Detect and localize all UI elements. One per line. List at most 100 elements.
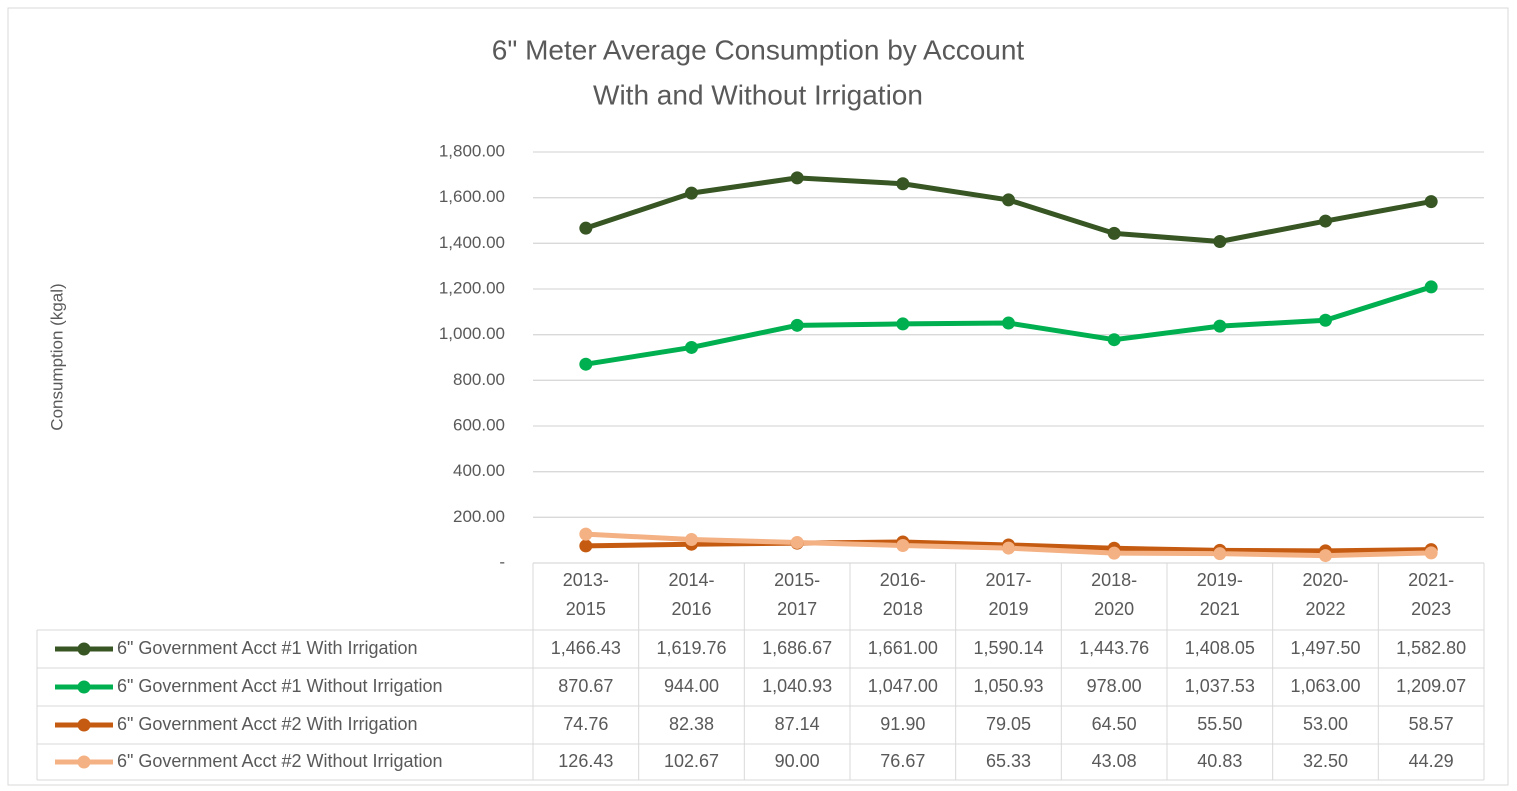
series-marker bbox=[1002, 541, 1015, 555]
x-tick-part: 2020- bbox=[1302, 570, 1348, 590]
legend-marker bbox=[77, 718, 91, 732]
table-cell: 1,050.93 bbox=[973, 676, 1043, 696]
y-tick-label: 200.00 bbox=[453, 507, 505, 526]
series-marker bbox=[1424, 280, 1438, 294]
table-cell: 1,582.80 bbox=[1396, 638, 1466, 658]
x-tick-part: 2019 bbox=[988, 599, 1028, 619]
table-cell: 58.57 bbox=[1409, 714, 1454, 734]
table-cell: 978.00 bbox=[1087, 676, 1142, 696]
x-tick-part: 2023 bbox=[1411, 599, 1451, 619]
table-cell: 870.67 bbox=[558, 676, 613, 696]
series-marker bbox=[1213, 547, 1227, 561]
table-cell: 1,037.53 bbox=[1185, 676, 1255, 696]
x-tick-label: 2015- 2017 bbox=[774, 570, 820, 619]
series-marker bbox=[685, 533, 698, 547]
series-marker bbox=[579, 221, 593, 235]
legend-marker bbox=[77, 680, 91, 694]
x-tick-label: 2013- 2015 bbox=[563, 570, 609, 619]
table-cell: 1,209.07 bbox=[1396, 676, 1466, 696]
series-marker bbox=[896, 317, 910, 331]
series-marker bbox=[790, 171, 804, 185]
x-tick-label: 2014- 2016 bbox=[668, 570, 714, 619]
table-cell: 55.50 bbox=[1197, 714, 1242, 734]
series-marker bbox=[790, 318, 804, 332]
series-marker bbox=[579, 357, 593, 371]
series-marker bbox=[1319, 549, 1332, 563]
y-tick-label: 600.00 bbox=[453, 415, 505, 434]
table-cell: 74.76 bbox=[563, 714, 608, 734]
x-tick-part: 2015- bbox=[774, 570, 820, 590]
x-tick-label: 2020- 2022 bbox=[1302, 570, 1348, 619]
x-tick-label: 2016- 2018 bbox=[880, 570, 926, 619]
y-tick-label: 800.00 bbox=[453, 370, 505, 389]
table-cell: 82.38 bbox=[669, 714, 714, 734]
series-marker bbox=[1424, 195, 1438, 209]
legend-label: 6" Government Acct #2 With Irrigation bbox=[117, 714, 418, 734]
table-cell: 1,619.76 bbox=[656, 638, 726, 658]
series-marker bbox=[579, 539, 593, 553]
series-marker bbox=[1002, 316, 1015, 330]
series-marker bbox=[1107, 333, 1121, 347]
legend-marker bbox=[77, 642, 91, 656]
chart-title: 6" Meter Average Consumption by Account bbox=[492, 34, 1025, 65]
x-tick-part: 2019- bbox=[1197, 570, 1243, 590]
series-marker bbox=[1107, 226, 1121, 240]
x-tick-part: 2018- bbox=[1091, 570, 1137, 590]
y-tick-label: 1,200.00 bbox=[439, 278, 505, 297]
series-marker bbox=[1319, 214, 1332, 228]
y-tick-label: 1,600.00 bbox=[439, 187, 505, 206]
table-cell: 44.29 bbox=[1409, 751, 1454, 771]
series-marker bbox=[1002, 193, 1015, 207]
series-marker bbox=[685, 340, 698, 354]
table-cell: 87.14 bbox=[775, 714, 820, 734]
series-marker bbox=[896, 538, 910, 552]
x-tick-part: 2017- bbox=[985, 570, 1031, 590]
table-cell: 53.00 bbox=[1303, 714, 1348, 734]
series-marker bbox=[896, 177, 910, 191]
table-cell: 79.05 bbox=[986, 714, 1031, 734]
table-cell: 76.67 bbox=[880, 751, 925, 771]
legend-label: 6" Government Acct #2 Without Irrigation bbox=[117, 751, 443, 771]
y-tick-label: 1,800.00 bbox=[439, 141, 505, 160]
table-cell: 102.67 bbox=[664, 751, 719, 771]
x-tick-part: 2021- bbox=[1408, 570, 1454, 590]
x-tick-part: 2020 bbox=[1094, 599, 1134, 619]
series-marker bbox=[1319, 313, 1332, 327]
series-marker bbox=[579, 527, 593, 541]
legend-label: 6" Government Acct #1 With Irrigation bbox=[117, 638, 418, 658]
x-tick-part: 2018 bbox=[883, 599, 923, 619]
legend-marker bbox=[77, 755, 91, 769]
table-cell: 1,040.93 bbox=[762, 676, 832, 696]
y-tick-label: 400.00 bbox=[453, 461, 505, 480]
x-tick-label: 2019- 2021 bbox=[1197, 570, 1243, 619]
y-tick-label: - bbox=[499, 552, 505, 571]
table-cell: 126.43 bbox=[558, 751, 613, 771]
series-marker bbox=[685, 186, 698, 200]
x-tick-label: 2018- 2020 bbox=[1091, 570, 1137, 619]
table-cell: 1,443.76 bbox=[1079, 638, 1149, 658]
x-tick-part: 2016 bbox=[671, 599, 711, 619]
series-marker bbox=[1424, 546, 1438, 560]
table-cell: 944.00 bbox=[664, 676, 719, 696]
table-cell: 1,590.14 bbox=[973, 638, 1043, 658]
series-marker bbox=[1213, 234, 1227, 248]
table-cell: 1,047.00 bbox=[868, 676, 938, 696]
table-cell: 1,686.67 bbox=[762, 638, 832, 658]
x-tick-label: 2017- 2019 bbox=[985, 570, 1031, 619]
x-tick-part: 2015 bbox=[566, 599, 606, 619]
series-marker bbox=[1213, 319, 1227, 333]
table-cell: 1,408.05 bbox=[1185, 638, 1255, 658]
table-cell: 1,661.00 bbox=[868, 638, 938, 658]
table-cell: 90.00 bbox=[775, 751, 820, 771]
table-cell: 40.83 bbox=[1197, 751, 1242, 771]
x-tick-part: 2017 bbox=[777, 599, 817, 619]
table-cell: 1,497.50 bbox=[1290, 638, 1360, 658]
table-cell: 1,063.00 bbox=[1290, 676, 1360, 696]
table-cell: 91.90 bbox=[880, 714, 925, 734]
x-tick-part: 2016- bbox=[880, 570, 926, 590]
table-cell: 43.08 bbox=[1092, 751, 1137, 771]
x-tick-label: 2021- 2023 bbox=[1408, 570, 1454, 619]
x-tick-part: 2022 bbox=[1305, 599, 1345, 619]
legend-label: 6" Government Acct #1 Without Irrigation bbox=[117, 676, 443, 696]
